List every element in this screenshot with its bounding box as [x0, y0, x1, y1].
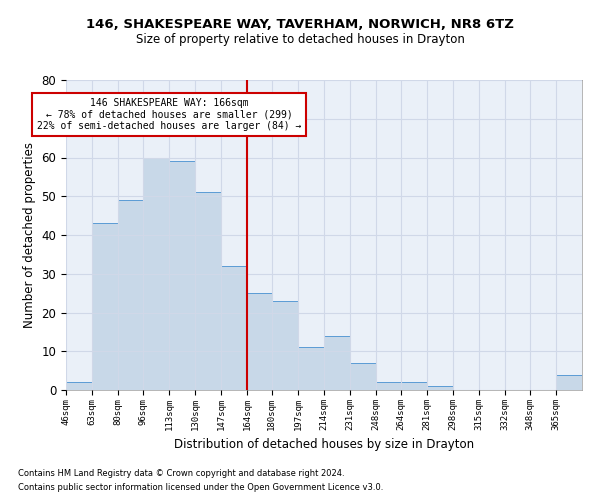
Bar — [298, 348, 324, 390]
Bar — [350, 363, 376, 390]
Bar — [143, 158, 169, 390]
Bar — [401, 382, 427, 390]
Bar — [92, 224, 118, 390]
Bar — [66, 382, 92, 390]
Text: 146, SHAKESPEARE WAY, TAVERHAM, NORWICH, NR8 6TZ: 146, SHAKESPEARE WAY, TAVERHAM, NORWICH,… — [86, 18, 514, 30]
Bar — [556, 374, 582, 390]
Bar — [376, 382, 401, 390]
Text: Contains HM Land Registry data © Crown copyright and database right 2024.: Contains HM Land Registry data © Crown c… — [18, 468, 344, 477]
Text: Contains public sector information licensed under the Open Government Licence v3: Contains public sector information licen… — [18, 484, 383, 492]
X-axis label: Distribution of detached houses by size in Drayton: Distribution of detached houses by size … — [174, 438, 474, 451]
Bar — [427, 386, 453, 390]
Bar — [324, 336, 350, 390]
Bar — [221, 266, 247, 390]
Y-axis label: Number of detached properties: Number of detached properties — [23, 142, 36, 328]
Bar — [247, 293, 272, 390]
Bar — [118, 200, 143, 390]
Bar — [195, 192, 221, 390]
Text: 146 SHAKESPEARE WAY: 166sqm
← 78% of detached houses are smaller (299)
22% of se: 146 SHAKESPEARE WAY: 166sqm ← 78% of det… — [37, 98, 301, 132]
Text: Size of property relative to detached houses in Drayton: Size of property relative to detached ho… — [136, 32, 464, 46]
Bar — [169, 162, 195, 390]
Bar — [272, 301, 298, 390]
